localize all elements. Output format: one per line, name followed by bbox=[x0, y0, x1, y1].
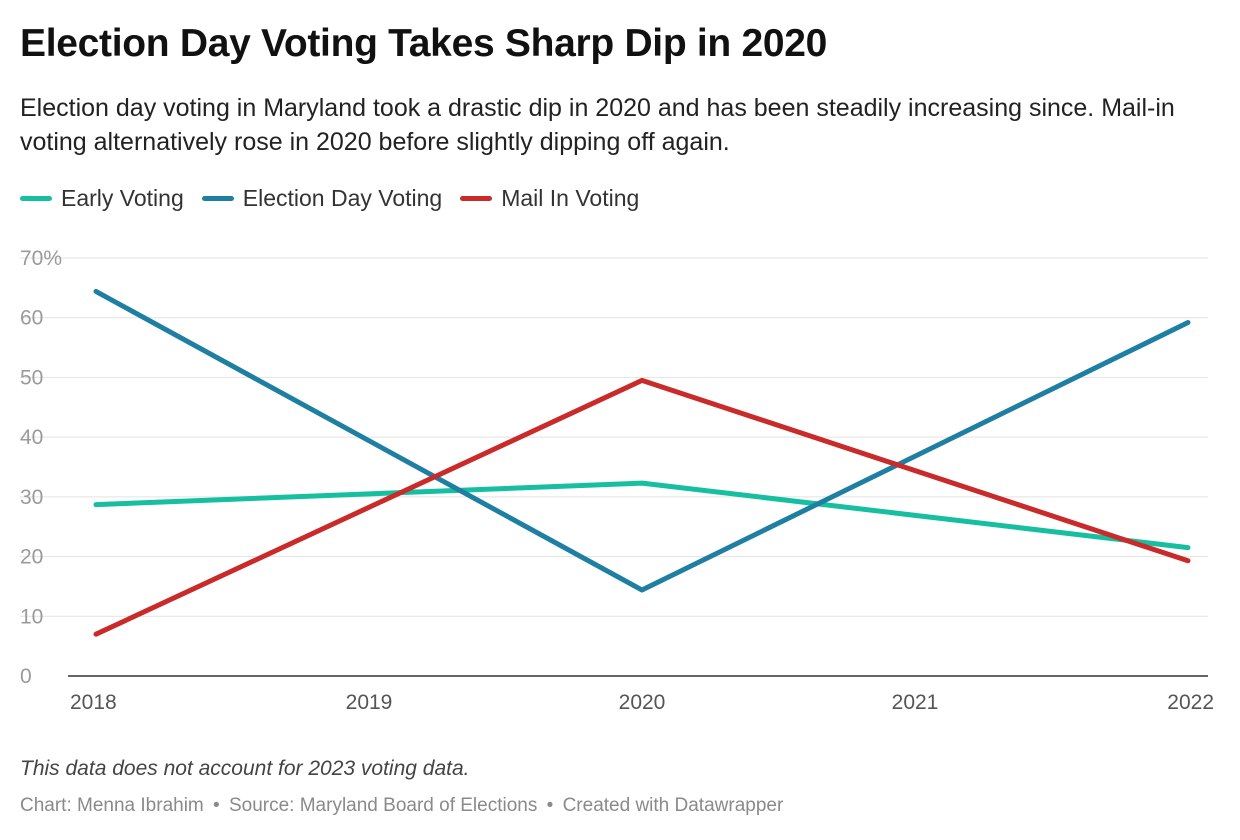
y-tick-label: 70% bbox=[20, 247, 62, 270]
y-tick-label: 40 bbox=[20, 426, 43, 449]
y-tick-label: 10 bbox=[20, 605, 43, 628]
chart-footer: Chart: Menna Ibrahim • Source: Maryland … bbox=[20, 795, 783, 817]
series-line-early-voting bbox=[93, 480, 1191, 551]
footer-chart-credit: Chart: Menna Ibrahim bbox=[20, 795, 204, 816]
legend-item-election-day-voting: Election Day Voting bbox=[201, 185, 443, 212]
legend-item-early-voting: Early Voting bbox=[20, 185, 184, 212]
x-tick-label: 2020 bbox=[619, 691, 666, 714]
x-tick-label: 2022 bbox=[1167, 691, 1214, 714]
legend-label-election-day-voting: Election Day Voting bbox=[242, 185, 443, 211]
y-tick-label: 60 bbox=[20, 307, 43, 330]
y-tick-label: 0 bbox=[20, 665, 32, 688]
legend-swatch-mail-in-voting bbox=[460, 196, 493, 201]
legend: Early Voting Election Day Voting Mail In… bbox=[20, 185, 657, 212]
line-chart: 70% 60 50 40 30 20 10 0 2018 2019 2020 2021 2022 bbox=[20, 247, 1214, 714]
series-line-election-day-voting bbox=[93, 288, 1191, 593]
legend-swatch-election-day-voting bbox=[201, 196, 234, 201]
chart-title: Election Day Voting Takes Sharp Dip in 2… bbox=[20, 22, 828, 65]
footer-tool: Created with Datawrapper bbox=[562, 795, 784, 816]
y-tick-label: 50 bbox=[20, 366, 43, 389]
y-tick-label: 20 bbox=[20, 546, 43, 569]
legend-swatch-early-voting bbox=[20, 196, 52, 201]
chart-note: This data does not account for 2023 voti… bbox=[20, 757, 470, 780]
legend-label-mail-in-voting: Mail In Voting bbox=[501, 185, 640, 211]
footer-source: Source: Maryland Board of Elections bbox=[228, 795, 538, 816]
x-tick-label: 2019 bbox=[346, 691, 393, 714]
legend-label-early-voting: Early Voting bbox=[61, 185, 184, 211]
x-tick-label: 2021 bbox=[892, 691, 939, 714]
chart-subtitle: Election day voting in Maryland took a d… bbox=[20, 94, 1175, 156]
legend-item-mail-in-voting: Mail In Voting bbox=[460, 185, 639, 212]
x-tick-label: 2018 bbox=[70, 691, 117, 714]
y-tick-label: 30 bbox=[20, 486, 43, 509]
footer-separator: • bbox=[546, 795, 554, 816]
footer-separator: • bbox=[213, 795, 220, 816]
series-line-mail-in-voting bbox=[93, 377, 1191, 637]
